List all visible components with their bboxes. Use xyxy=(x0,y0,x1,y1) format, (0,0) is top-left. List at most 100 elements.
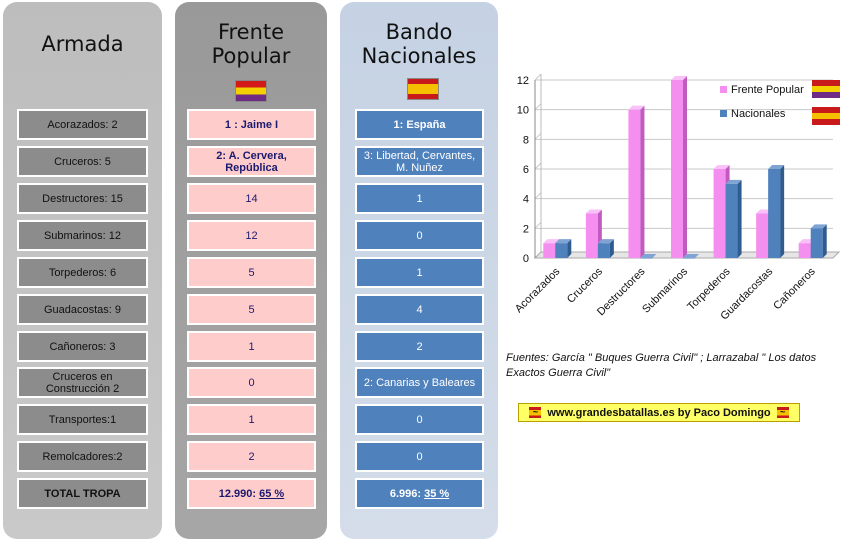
bando-transportes: 0 xyxy=(355,404,484,435)
bar-top xyxy=(640,254,657,258)
banner-flag-left-icon: ~ xyxy=(529,407,542,418)
banner-flag-right-icon: ~ xyxy=(776,407,789,418)
bar-top xyxy=(585,209,602,214)
bar-nacionales xyxy=(725,183,738,258)
frente-transportes: 1 xyxy=(187,404,316,435)
gridline-depth xyxy=(534,73,542,81)
site-banner[interactable]: ~ www.grandesbatallas.es by Paco Domingo… xyxy=(518,403,800,422)
y-tick-label: 12 xyxy=(517,75,529,87)
bando-total-value: 6.996: xyxy=(389,487,422,500)
bando-remolcadores: 0 xyxy=(355,441,484,472)
row-label-transportes: Transportes:1 xyxy=(17,404,148,435)
bar-top xyxy=(756,209,773,214)
bar-side xyxy=(737,179,742,258)
bar-nacionales xyxy=(640,258,653,259)
y-tick-label: 0 xyxy=(523,253,529,265)
bar-top xyxy=(768,165,785,169)
gridline-depth xyxy=(534,192,542,200)
legend-label-nacionales: Nacionales xyxy=(731,108,786,120)
bar-side xyxy=(567,239,572,258)
frente-submarinos: 12 xyxy=(187,220,316,251)
bar-frente xyxy=(585,213,598,258)
y-tick-label: 4 xyxy=(523,194,529,206)
banner-text: www.grandesbatallas.es by Paco Domingo xyxy=(547,406,771,419)
row-label-torpederos: Torpederos: 6 xyxy=(17,257,148,288)
frente-guadacostas: 5 xyxy=(187,294,316,325)
bar-side xyxy=(683,76,687,258)
gridline-depth xyxy=(534,221,542,229)
bando-title-line2: Nacionales xyxy=(361,44,477,68)
bar-frente xyxy=(671,80,683,258)
frente-total-value: 12.990: xyxy=(218,487,257,500)
legend-flag-band xyxy=(812,86,840,92)
bar-nacionales xyxy=(768,169,781,258)
bar-frente xyxy=(628,109,641,258)
bando-destructores: 1 xyxy=(355,183,484,214)
bar-top xyxy=(628,105,645,110)
row-label-guadacostas: Guadacostas: 9 xyxy=(17,294,148,325)
x-tick-label: Cañoneros xyxy=(771,265,818,312)
row-label-canoneros: Cañoneros: 3 xyxy=(17,331,148,362)
bar-side xyxy=(822,224,827,258)
frente-total-pct: 65 % xyxy=(259,487,285,500)
republican-flag-icon xyxy=(235,80,267,102)
total-tropa-label: TOTAL TROPA xyxy=(17,478,148,509)
bar-nacionales xyxy=(810,228,823,258)
row-label-cruceros: Cruceros: 5 xyxy=(17,146,148,177)
bar-side xyxy=(780,165,785,258)
y-tick-label: 6 xyxy=(523,164,529,176)
bar-nacionales xyxy=(683,258,695,259)
gridline-depth xyxy=(534,162,542,170)
frente-cruceros-construccion: 0 xyxy=(187,367,316,398)
source-note: Fuentes: García " Buques Guerra Civil" ;… xyxy=(506,352,817,379)
bando-torpederos: 1 xyxy=(355,257,484,288)
bar-frente xyxy=(713,169,726,258)
x-tick-label: Acorazados xyxy=(513,265,563,315)
y-tick-label: 2 xyxy=(523,223,529,235)
bar-nacionales xyxy=(555,243,568,258)
frente-destructores: 14 xyxy=(187,183,316,214)
bando-guadacostas: 4 xyxy=(355,294,484,325)
bar-top xyxy=(671,76,687,80)
gridline-depth xyxy=(534,132,542,140)
bando-cruceros-construccion: 2: Canarias y Baleares xyxy=(355,367,484,398)
legend-label-frente: Frente Popular xyxy=(731,84,804,96)
y-tick-label: 8 xyxy=(523,134,529,146)
bando-acorazados: 1: España xyxy=(355,109,484,140)
armada-title: Armada xyxy=(41,32,124,56)
bando-total-pct: 35 % xyxy=(424,487,450,500)
bar-side xyxy=(609,239,614,258)
y-tick-label: 10 xyxy=(517,105,529,117)
frente-total: 12.990: 65 % xyxy=(187,478,316,509)
bar-top xyxy=(810,224,827,229)
frente-canoneros: 1 xyxy=(187,331,316,362)
row-label-cruceros-construccion: Cruceros en Construcción 2 xyxy=(17,367,148,398)
bando-cruceros: 3: Libertad, Cervantes, M. Nuñez xyxy=(355,146,484,177)
bando-nacionales-title: Bando Nacionales xyxy=(340,20,498,68)
frente-remolcadores: 2 xyxy=(187,441,316,472)
frente-acorazados: 1 : Jaime I xyxy=(187,109,316,140)
bando-canoneros: 2 xyxy=(355,331,484,362)
bar-top xyxy=(543,239,560,244)
bar-frente xyxy=(756,213,769,258)
frente-popular-title: Frente Popular xyxy=(175,20,327,68)
bar-frente xyxy=(543,243,556,258)
row-label-submarinos: Submarinos: 12 xyxy=(17,220,148,251)
bar-frente xyxy=(798,243,811,258)
legend-flag-band xyxy=(812,113,840,119)
x-tick-label: Submarinos xyxy=(640,265,690,315)
bar-top xyxy=(725,179,742,184)
row-label-acorazados: Acorazados: 2 xyxy=(17,109,148,140)
bando-submarinos: 0 xyxy=(355,220,484,251)
bar-top xyxy=(597,239,614,244)
legend-flag-band xyxy=(812,119,840,125)
bar-top xyxy=(555,239,572,244)
row-label-remolcadores: Remolcadores:2 xyxy=(17,441,148,472)
bar-top xyxy=(683,254,699,258)
legend-flag-band xyxy=(812,92,840,98)
bar-nacionales xyxy=(597,243,610,258)
legend-swatch-nacionales xyxy=(720,110,727,117)
gridline-depth xyxy=(534,103,542,111)
frente-cruceros: 2: A. Cervera, República xyxy=(187,146,316,177)
frente-title-line2: Popular xyxy=(211,44,291,68)
